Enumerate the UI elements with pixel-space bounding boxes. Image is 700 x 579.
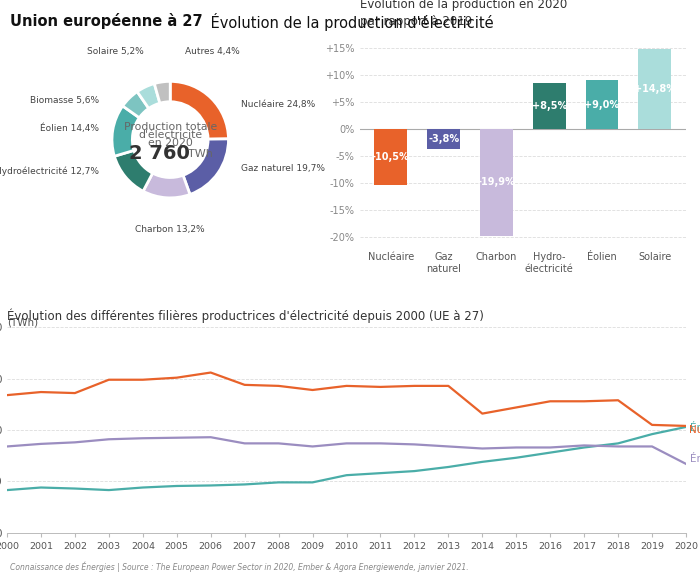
Wedge shape [137, 83, 160, 108]
Bar [374, 129, 407, 185]
Text: Charbon 13,2%: Charbon 13,2% [135, 225, 205, 234]
Text: en 2020: en 2020 [148, 138, 192, 148]
Text: Nucléaire: Nucléaire [690, 425, 700, 435]
Text: (TWh): (TWh) [7, 317, 38, 327]
Bar [427, 129, 460, 149]
Text: Hydroélectricité 12,7%: Hydroélectricité 12,7% [0, 167, 99, 177]
Wedge shape [112, 106, 139, 156]
Text: Évolution de la production en 2020
par rapport à 2019: Évolution de la production en 2020 par r… [360, 0, 567, 28]
Text: Énergies renouvelables: Énergies renouvelables [690, 421, 700, 433]
Text: -3,8%: -3,8% [428, 134, 459, 144]
Wedge shape [183, 139, 228, 195]
Text: TWh: TWh [188, 149, 213, 159]
Text: Évolution de la production d'électricité: Évolution de la production d'électricité [206, 13, 494, 31]
Text: Énergies fossiles: Énergies fossiles [690, 452, 700, 464]
Text: -19,9%: -19,9% [477, 178, 515, 188]
Wedge shape [122, 91, 148, 118]
Wedge shape [114, 151, 153, 191]
Text: Union européenne à 27: Union européenne à 27 [10, 13, 202, 30]
Text: Connaissance des Énergies | Source : The European Power Sector in 2020, Ember & : Connaissance des Énergies | Source : The… [10, 562, 468, 572]
Wedge shape [143, 173, 190, 198]
Bar [586, 80, 618, 129]
Text: d'électricité: d'électricité [138, 130, 202, 140]
Bar [638, 49, 671, 129]
Text: Nucléaire 24,8%: Nucléaire 24,8% [241, 100, 316, 109]
Text: -10,5%: -10,5% [372, 152, 410, 162]
Text: Autres 4,4%: Autres 4,4% [185, 46, 239, 56]
Text: Production totale: Production totale [124, 122, 217, 132]
Text: Biomasse 5,6%: Biomasse 5,6% [30, 96, 99, 105]
Text: 2 760: 2 760 [130, 144, 190, 163]
Text: +9,0%: +9,0% [584, 100, 620, 109]
Wedge shape [154, 82, 170, 103]
Text: Solaire 5,2%: Solaire 5,2% [88, 46, 144, 56]
Bar [533, 83, 566, 129]
Text: +8,5%: +8,5% [531, 101, 567, 111]
Wedge shape [170, 82, 228, 139]
Text: Gaz naturel 19,7%: Gaz naturel 19,7% [241, 164, 326, 173]
Text: Éolien 14,4%: Éolien 14,4% [40, 123, 99, 133]
Text: Évolution des différentes filières productrices d'électricité depuis 2000 (UE à : Évolution des différentes filières produ… [7, 309, 484, 324]
Text: +14,8%: +14,8% [634, 84, 676, 94]
Bar [480, 129, 512, 236]
